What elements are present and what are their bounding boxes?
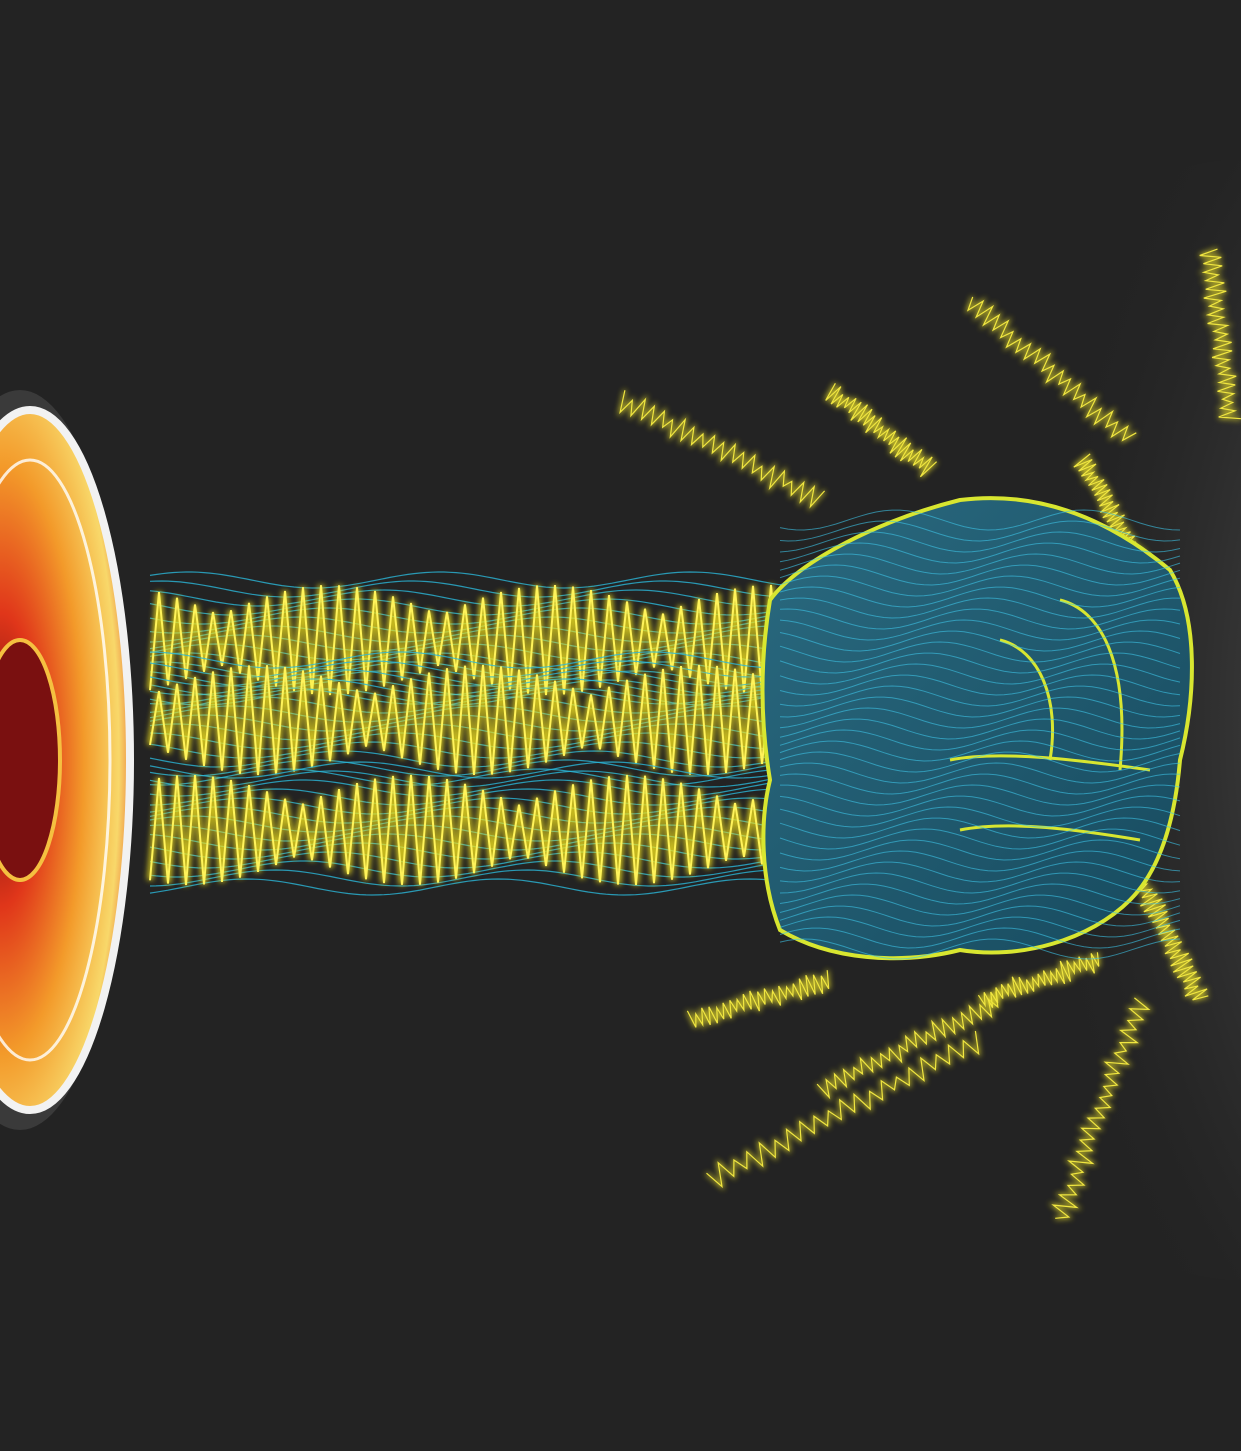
fist [763, 498, 1192, 959]
fist-shape [763, 498, 1192, 958]
